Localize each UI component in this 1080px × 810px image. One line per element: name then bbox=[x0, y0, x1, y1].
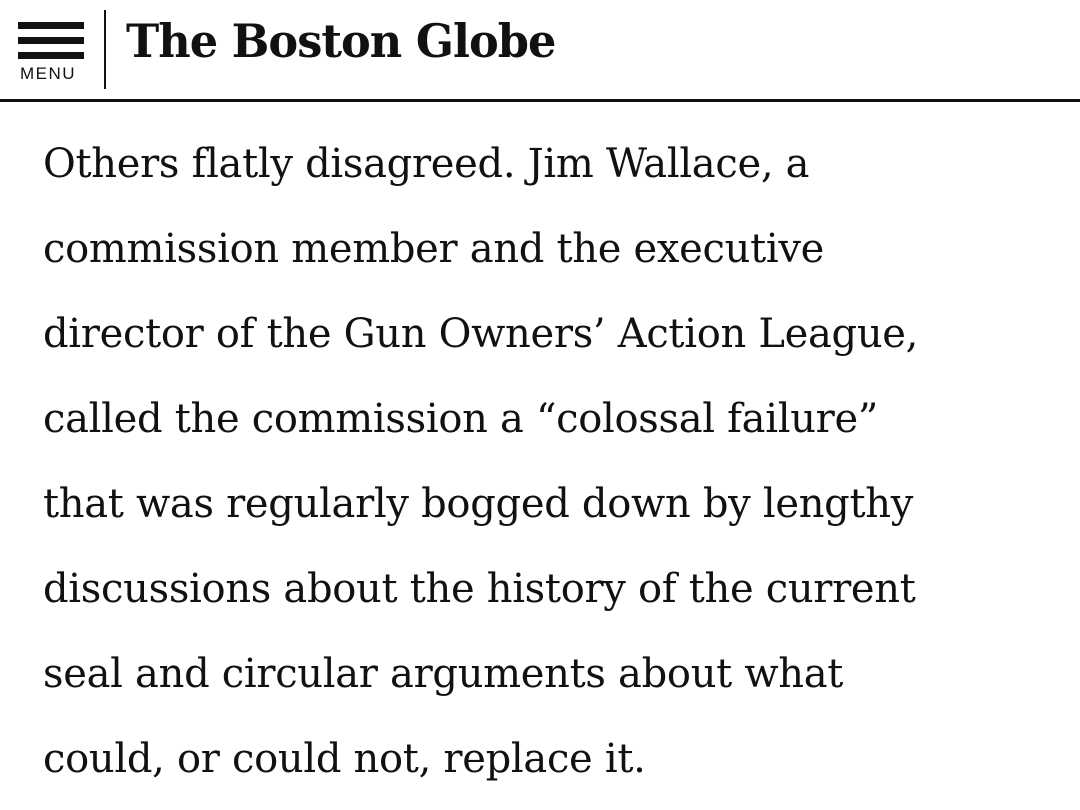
article-line: could, or could not, replace it. bbox=[43, 736, 646, 782]
article-line: commission member and the executive bbox=[43, 226, 825, 272]
menu-button[interactable]: MENU bbox=[18, 20, 88, 84]
hamburger-bar-top bbox=[18, 22, 84, 29]
article-line: Others flatly disagreed. Jim Wallace, a bbox=[43, 141, 810, 187]
menu-label[interactable]: MENU bbox=[20, 64, 77, 83]
site-logo[interactable]: The Boston Globe bbox=[126, 14, 556, 68]
article-line: called the commission a “colossal failur… bbox=[43, 396, 879, 442]
hamburger-icon[interactable] bbox=[18, 20, 84, 62]
article-line: seal and circular arguments about what bbox=[43, 651, 844, 697]
hamburger-bar-bottom bbox=[18, 52, 84, 59]
article-paragraph: Others flatly disagreed. Jim Wallace, a … bbox=[43, 122, 1053, 802]
site-header: MENU The Boston Globe bbox=[0, 0, 1080, 102]
article-line: discussions about the history of the cur… bbox=[43, 566, 916, 612]
hamburger-bar-middle bbox=[18, 37, 84, 44]
header-divider bbox=[104, 10, 106, 89]
article-line: director of the Gun Owners’ Action Leagu… bbox=[43, 311, 919, 357]
article-line: that was regularly bogged down by length… bbox=[43, 481, 914, 527]
